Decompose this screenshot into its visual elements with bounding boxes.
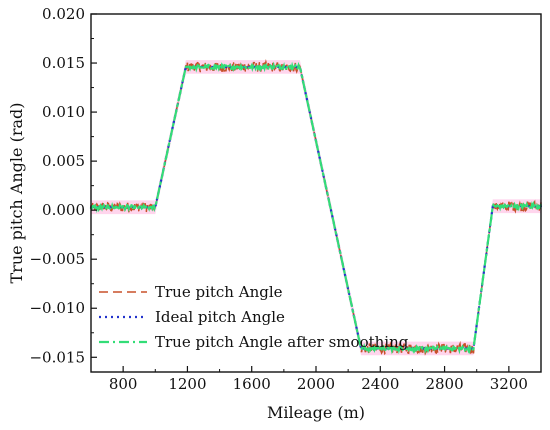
- x-tick-label: 2400: [361, 375, 399, 393]
- x-tick-label: 800: [109, 375, 138, 393]
- legend-label-true-pitch-angle: True pitch Angle: [155, 283, 283, 301]
- x-tick-label: 2800: [425, 375, 463, 393]
- y-tick-label: 0.005: [42, 152, 85, 170]
- y-tick-label: 0.020: [42, 5, 85, 23]
- y-axis-title: True pitch Angle (rad): [7, 102, 26, 283]
- y-tick-label: −0.010: [29, 299, 85, 317]
- legend-label-ideal-pitch-angle: Ideal pitch Angle: [155, 308, 285, 326]
- y-tick-label: −0.005: [29, 250, 85, 268]
- x-tick-label: 1600: [233, 375, 271, 393]
- y-tick-label: 0.015: [42, 54, 85, 72]
- x-tick-label: 2000: [297, 375, 335, 393]
- y-tick-label: −0.015: [29, 348, 85, 366]
- x-tick-label: 3200: [490, 375, 528, 393]
- legend: True pitch Angle Ideal pitch Angle True …: [99, 283, 409, 351]
- series-layer: [89, 59, 543, 356]
- x-axis-title: Mileage (m): [267, 403, 365, 422]
- series-line-1: [89, 65, 543, 350]
- x-tick-label: 1200: [168, 375, 206, 393]
- ticks-layer: 800 1200 1600 2000 2400 2800 3200 0.020 0.015 0.0…: [29, 5, 527, 393]
- series-line-2: [89, 61, 543, 355]
- y-tick-label: 0.010: [42, 103, 85, 121]
- legend-label-smoothed-pitch-angle: True pitch Angle after smoothing: [155, 333, 409, 351]
- y-tick-label: 0.000: [42, 201, 85, 219]
